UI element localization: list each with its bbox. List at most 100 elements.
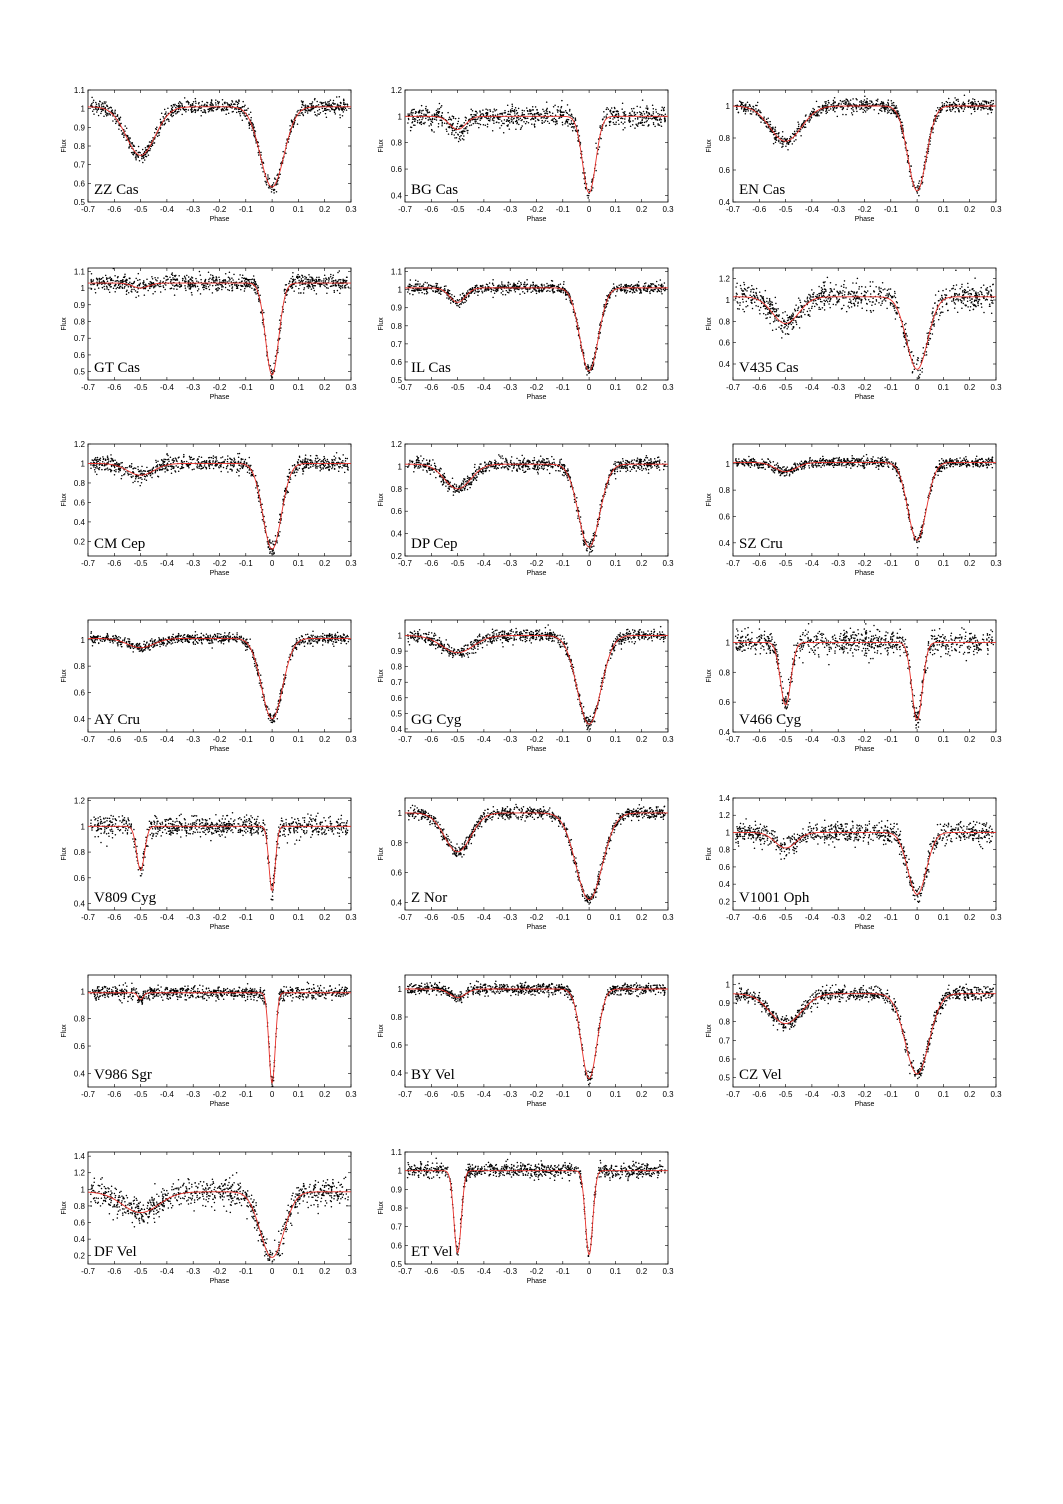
data-point — [313, 98, 316, 101]
data-point — [479, 117, 482, 119]
data-point — [532, 113, 534, 116]
data-point — [846, 100, 849, 102]
data-point — [162, 286, 165, 289]
data-point — [513, 282, 515, 285]
data-point — [921, 183, 923, 185]
data-point — [137, 279, 139, 282]
data-point — [440, 105, 443, 107]
data-point — [638, 111, 641, 113]
data-point — [517, 117, 519, 119]
data-point — [863, 109, 866, 112]
data-point — [887, 101, 889, 104]
data-point — [576, 124, 578, 127]
data-point — [623, 290, 626, 293]
data-point — [794, 132, 796, 135]
data-point — [97, 114, 100, 117]
data-point — [313, 289, 316, 292]
data-point — [90, 283, 92, 286]
data-point — [175, 106, 177, 109]
y-tick-label: 0.8 — [74, 142, 86, 151]
data-point — [797, 125, 800, 128]
data-point — [664, 118, 666, 120]
data-point — [511, 119, 513, 121]
data-point — [896, 110, 898, 112]
data-point — [626, 284, 628, 287]
data-point — [929, 143, 931, 145]
data-point — [261, 321, 264, 324]
data-point — [218, 281, 221, 283]
data-point — [472, 290, 475, 292]
data-point — [630, 284, 633, 286]
data-point — [144, 155, 147, 158]
data-point — [520, 283, 523, 286]
data-point — [492, 117, 494, 120]
data-point — [939, 314, 941, 317]
data-point — [163, 117, 165, 119]
data-point — [474, 289, 477, 292]
data-point — [503, 119, 506, 121]
x-tick-label: 0.2 — [964, 383, 976, 392]
data-point — [120, 122, 122, 125]
data-point — [522, 116, 525, 119]
data-point — [270, 378, 272, 380]
data-point — [303, 287, 306, 289]
data-point — [143, 151, 146, 153]
data-point — [419, 289, 422, 292]
data-point — [552, 118, 554, 120]
data-point — [431, 117, 434, 120]
data-point — [558, 117, 561, 119]
data-point — [866, 104, 869, 106]
data-point — [157, 132, 159, 134]
x-tick-label: -0.1 — [556, 383, 570, 392]
data-point — [605, 305, 608, 308]
data-point — [410, 126, 413, 129]
data-point — [451, 124, 454, 126]
data-point — [547, 284, 549, 287]
data-point — [623, 113, 625, 115]
data-point — [573, 125, 575, 128]
data-point — [514, 107, 517, 109]
data-point — [433, 285, 435, 288]
data-point — [663, 106, 666, 109]
y-tick-label: 0.6 — [74, 351, 86, 360]
data-point — [274, 355, 277, 357]
data-point — [475, 285, 477, 288]
data-point — [862, 108, 864, 111]
data-point — [495, 109, 498, 111]
data-point — [185, 111, 187, 113]
data-point — [621, 117, 624, 120]
data-point — [841, 108, 844, 111]
data-point — [339, 104, 342, 107]
data-point — [100, 278, 102, 280]
data-point — [765, 118, 768, 120]
data-point — [789, 137, 791, 140]
data-point — [823, 309, 826, 311]
data-point — [322, 110, 324, 112]
data-point — [881, 282, 884, 284]
data-point — [775, 139, 778, 141]
data-point — [446, 130, 448, 132]
data-point — [514, 114, 516, 116]
data-point — [337, 284, 340, 287]
data-point — [657, 112, 659, 115]
data-point — [559, 290, 561, 293]
data-point — [459, 135, 461, 138]
data-point — [474, 114, 477, 117]
data-point — [991, 108, 994, 111]
data-point — [176, 288, 178, 291]
data-point — [184, 278, 187, 280]
data-point — [647, 118, 650, 120]
data-point — [898, 114, 901, 116]
data-point — [792, 133, 795, 136]
x-tick-label: 0 — [270, 383, 275, 392]
data-point — [474, 122, 477, 124]
data-point — [530, 291, 532, 293]
data-point — [212, 281, 215, 283]
data-point — [417, 284, 419, 286]
x-tick-label: -0.2 — [213, 205, 227, 214]
data-point — [241, 276, 243, 279]
data-point — [202, 286, 204, 289]
data-point — [203, 286, 205, 289]
data-point — [663, 282, 666, 284]
data-point — [193, 108, 196, 111]
